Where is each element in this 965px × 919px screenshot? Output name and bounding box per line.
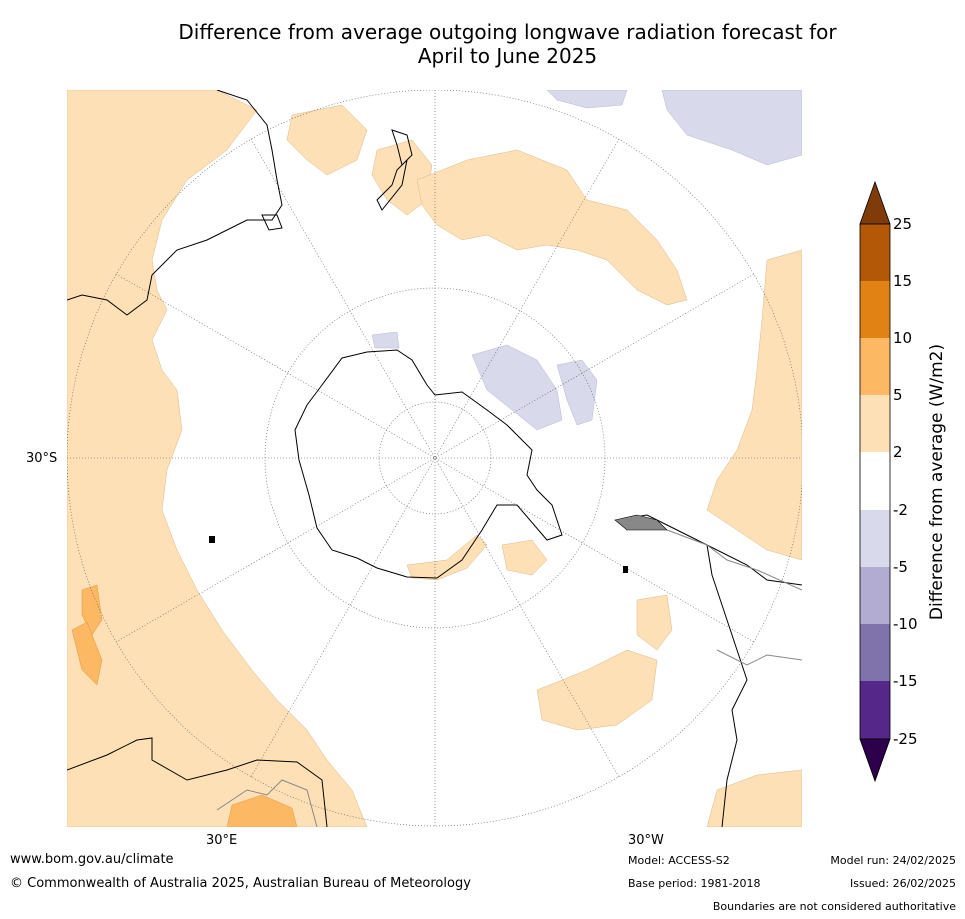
colorbar-tick: -2	[893, 501, 908, 519]
graticule	[67, 90, 802, 827]
anomaly-region-negative-2	[546, 90, 628, 109]
colorbar-tick: 15	[893, 272, 913, 290]
colorbar-band-15-25	[860, 224, 890, 281]
colorbar-tick: 10	[893, 329, 913, 347]
footer-model-run: Model run: 24/02/2025	[830, 854, 956, 867]
anomaly-region-pacific-central	[416, 149, 688, 306]
anomaly-region-south-atlantic-2	[636, 594, 673, 651]
footer-copyright: © Commonwealth of Australia 2025, Austra…	[10, 876, 471, 891]
anomaly-region-pacific-north	[371, 139, 433, 216]
title-line-2: April to June 2025	[417, 44, 598, 68]
lat-label-30s: 30°S	[26, 451, 58, 466]
colorbar-under-triangle	[859, 738, 891, 783]
colorbar-band-m10-15	[860, 624, 890, 681]
south-america-inner-boundary	[666, 529, 802, 666]
anomaly-region-tasman	[286, 104, 368, 176]
antarctica-coastline	[294, 349, 563, 579]
africa-inner-boundary	[216, 779, 318, 827]
south-georgia	[614, 514, 668, 531]
colorbar-band-2-5	[860, 395, 890, 452]
lon-label-30w: 30°W	[628, 833, 664, 848]
lon-label-30e: 30°E	[206, 833, 238, 848]
colorbar-band-neutral	[860, 452, 890, 510]
colorbar-band-m15-25	[860, 681, 890, 739]
colorbar-tick: -15	[893, 672, 918, 690]
colorbar-tick: -5	[893, 558, 908, 576]
colorbar-tick: -25	[893, 730, 918, 748]
africa-coastline	[67, 737, 328, 827]
anomaly-region-pacific-east	[706, 249, 802, 561]
colorbar-band-m5-10	[860, 567, 890, 624]
polar-map	[67, 90, 802, 827]
colorbar-band-10-15	[860, 281, 890, 338]
footer-model: Model: ACCESS-S2	[628, 854, 730, 867]
anomaly-region-antarctic-peninsula	[406, 534, 488, 581]
anomaly-region-africa-south	[706, 769, 802, 827]
anomaly-region-south-atlantic-3	[536, 649, 658, 731]
anomaly-region-west-band	[67, 90, 368, 827]
footer-issued: Issued: 26/02/2025	[849, 877, 956, 890]
colorbar-band-5-10	[860, 338, 890, 395]
colorbar-tick: 25	[893, 215, 913, 233]
anomaly-region-strong-3	[226, 794, 298, 827]
anomaly-region-south-atlantic-1	[501, 539, 548, 576]
title-line-1: Difference from average outgoing longwav…	[178, 20, 837, 44]
anomaly-region-negative-4	[556, 359, 598, 426]
colorbar-band-m2-5	[860, 510, 890, 567]
footer-website[interactable]: www.bom.gov.au/climate	[10, 852, 174, 867]
island-1	[209, 536, 215, 543]
colorbar-tick: 2	[893, 443, 903, 461]
colorbar	[859, 180, 891, 783]
tasmania-coastline	[261, 214, 283, 231]
anomaly-region-negative-1	[661, 90, 802, 166]
australia-coastline	[67, 90, 283, 316]
south-america-coastline	[616, 514, 802, 827]
colorbar-tick: -10	[893, 615, 918, 633]
new-zealand-coastline	[376, 129, 413, 211]
island-2	[623, 566, 628, 573]
anomaly-region-negative-5	[371, 331, 400, 349]
colorbar-label: Difference from average (W/m2)	[927, 343, 947, 621]
footer-base-period: Base period: 1981-2018	[628, 877, 761, 890]
anomaly-region-negative-3	[471, 344, 563, 431]
colorbar-tick: 5	[893, 386, 903, 404]
anomaly-region-strong-2	[71, 621, 103, 686]
colorbar-over-triangle	[859, 180, 891, 225]
chart-title: Difference from average outgoing longwav…	[120, 20, 895, 68]
footer-disclaimer: Boundaries are not considered authoritat…	[712, 900, 956, 913]
